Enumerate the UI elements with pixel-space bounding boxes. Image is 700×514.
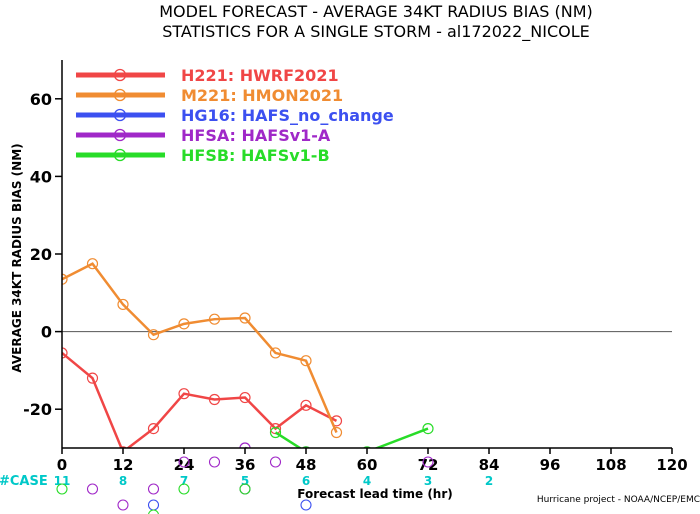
x-tick-label: 84: [479, 456, 500, 474]
data-point-m221: [147, 329, 160, 341]
case-marker: [178, 483, 190, 495]
case-marker: [56, 483, 68, 495]
series-line-hfsa: [245, 446, 251, 448]
data-point-m221: [300, 355, 312, 367]
series-line-hfsb: [274, 427, 429, 448]
data-point-hfsb: [301, 446, 311, 448]
data-point-hfsa: [271, 451, 281, 461]
data-point-h221: [239, 391, 251, 404]
x-tick-label: 0: [57, 456, 67, 474]
y-tick-label: 20: [30, 245, 52, 264]
chart-title: MODEL FORECAST - AVERAGE 34KT RADIUS BIA…: [159, 2, 593, 21]
data-point-hfsb: [362, 446, 372, 448]
x-tick-label: 108: [595, 456, 626, 474]
case-marker: [147, 499, 160, 511]
data-point-m221: [178, 318, 190, 330]
case-marker: [117, 499, 129, 511]
y-tick-label: 40: [30, 167, 52, 186]
case-label: #CASE: [0, 474, 48, 489]
x-tick-label: 36: [235, 456, 256, 474]
data-point-m221: [330, 426, 343, 439]
data-point-h221: [300, 399, 312, 411]
data-point-m221: [86, 258, 99, 270]
x-tick-label: 120: [656, 456, 687, 474]
x-tick-label: 72: [418, 456, 439, 474]
case-marker: [208, 456, 221, 468]
x-tick-label: 60: [357, 456, 378, 474]
legend-marker-m221: [113, 88, 127, 102]
case-marker: [269, 456, 282, 468]
legend-marker-hfsa: [113, 128, 127, 142]
x-tick-label: 24: [174, 456, 195, 474]
data-point-m221: [269, 347, 282, 359]
legend-label-hfsa: HFSA: HAFSv1-A: [181, 126, 331, 145]
x-tick-label: 96: [540, 456, 561, 474]
y-tick-label: 0: [41, 323, 52, 342]
case-marker: [86, 483, 99, 495]
x-tick-label: 12: [113, 456, 134, 474]
series-group: [62, 258, 434, 461]
legend-label-hg16: HG16: HAFS_no_change: [181, 106, 394, 125]
data-point-h221: [118, 446, 128, 448]
data-point-h221: [62, 347, 68, 359]
case-count-label: 7: [180, 474, 188, 488]
data-point-m221: [239, 312, 251, 324]
case-count-label: 8: [119, 474, 127, 488]
case-count-label: 5: [241, 474, 249, 488]
legend-label-h221: H221: HWRF2021: [181, 66, 339, 85]
x-axis-label: Forecast lead time (hr): [297, 487, 453, 501]
case-count-label: 2: [485, 474, 493, 488]
legend-marker-hg16: [113, 108, 127, 122]
data-point-m221: [208, 313, 221, 325]
x-tick-label: 48: [296, 456, 317, 474]
series-line-m221: [62, 262, 338, 433]
legend-marker-hfsb: [113, 148, 127, 162]
data-point-h221: [147, 423, 160, 435]
y-tick-label: 60: [30, 90, 52, 109]
data-point-m221: [62, 273, 68, 285]
chart-subtitle: STATISTICS FOR A SINGLE STORM - al172022…: [162, 22, 590, 42]
case-marker: [178, 456, 190, 468]
data-point-hfsb: [269, 426, 282, 439]
data-point-m221: [117, 298, 129, 311]
data-point-h221: [86, 372, 99, 384]
legend-label-m221: M221: HMON2021: [181, 86, 343, 105]
case-marker: [239, 483, 251, 495]
case-count-label: 4: [363, 474, 371, 488]
series-line-h221: [62, 351, 338, 448]
credit-text: Hurricane project - NOAA/NCEP/EMC: [537, 495, 700, 505]
data-point-h221: [178, 388, 190, 400]
plot-area: -20 0 20 40 60 0 12 24 36 48 60 72 84 96 108 120 11 8 7 5 6 4…: [23, 60, 688, 514]
case-count-label: 6: [302, 474, 310, 488]
case-marker: [147, 483, 160, 495]
legend-marker-h221: [113, 68, 127, 82]
case-count-label: 11: [54, 474, 71, 488]
case-marker: [422, 456, 434, 468]
data-point-hfsb: [422, 423, 434, 435]
data-point-h221: [208, 393, 221, 406]
y-tick-label: -20: [23, 400, 52, 419]
case-count-label: 3: [424, 474, 432, 488]
case-marker: [148, 509, 159, 514]
y-axis-label: AVERAGE 34KT RADIUS BIAS (NM): [10, 143, 24, 372]
legend-label-hfsb: HFSB: HAFSv1-B: [181, 146, 330, 165]
data-point-hfsa: [239, 442, 251, 448]
case-marker: [300, 499, 312, 511]
